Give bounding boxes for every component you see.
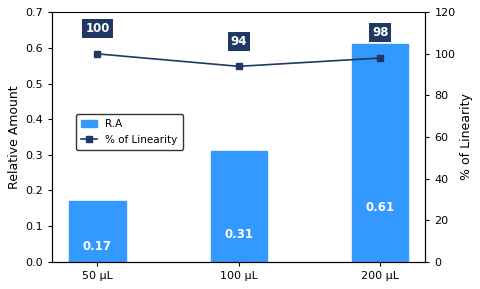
- Text: 98: 98: [371, 26, 387, 39]
- Bar: [69, 201, 125, 262]
- Y-axis label: Relative Amount: Relative Amount: [8, 85, 21, 189]
- Text: 0.31: 0.31: [224, 227, 253, 240]
- Legend: R.A, % of Linearity: R.A, % of Linearity: [76, 114, 182, 150]
- Text: 94: 94: [230, 35, 247, 48]
- Bar: [210, 151, 266, 262]
- Bar: [351, 45, 408, 262]
- Y-axis label: % of Linearity: % of Linearity: [459, 94, 472, 180]
- Text: 100: 100: [85, 22, 109, 35]
- Text: 0.17: 0.17: [83, 240, 112, 253]
- Text: 0.61: 0.61: [365, 201, 394, 214]
